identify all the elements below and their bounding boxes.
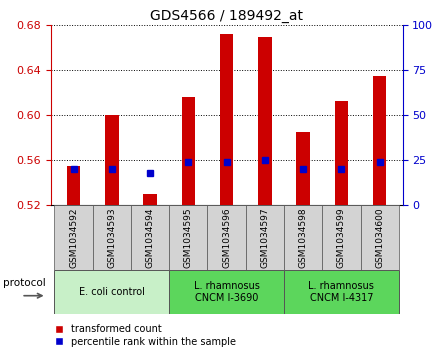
Bar <box>246 205 284 270</box>
Text: E. coli control: E. coli control <box>79 287 145 297</box>
Text: GSM1034598: GSM1034598 <box>299 207 308 268</box>
Bar <box>322 205 360 270</box>
Bar <box>335 101 348 205</box>
Bar <box>131 205 169 270</box>
Text: GSM1034593: GSM1034593 <box>107 207 116 268</box>
Legend: transformed count, percentile rank within the sample: transformed count, percentile rank withi… <box>55 324 236 347</box>
Bar <box>67 166 80 205</box>
Text: GSM1034600: GSM1034600 <box>375 207 384 268</box>
Text: GSM1034592: GSM1034592 <box>69 207 78 268</box>
Bar <box>258 37 271 205</box>
Title: GDS4566 / 189492_at: GDS4566 / 189492_at <box>150 9 303 23</box>
Bar <box>360 205 399 270</box>
Text: GSM1034597: GSM1034597 <box>260 207 269 268</box>
Bar <box>284 205 322 270</box>
Text: GSM1034599: GSM1034599 <box>337 207 346 268</box>
Bar <box>208 205 246 270</box>
Text: protocol: protocol <box>3 278 45 287</box>
Bar <box>55 205 93 270</box>
Bar <box>373 76 386 205</box>
Bar <box>55 270 169 314</box>
Text: GSM1034596: GSM1034596 <box>222 207 231 268</box>
Bar <box>182 97 195 205</box>
Bar <box>169 270 284 314</box>
Bar <box>297 132 310 205</box>
Bar <box>143 194 157 205</box>
Bar <box>93 205 131 270</box>
Bar <box>284 270 399 314</box>
Bar <box>169 205 208 270</box>
Text: L. rhamnosus
CNCM I-3690: L. rhamnosus CNCM I-3690 <box>194 281 260 303</box>
Text: GSM1034595: GSM1034595 <box>184 207 193 268</box>
Text: GSM1034594: GSM1034594 <box>146 207 154 268</box>
Text: L. rhamnosus
CNCM I-4317: L. rhamnosus CNCM I-4317 <box>308 281 374 303</box>
Bar <box>105 115 118 205</box>
Bar <box>220 34 233 205</box>
